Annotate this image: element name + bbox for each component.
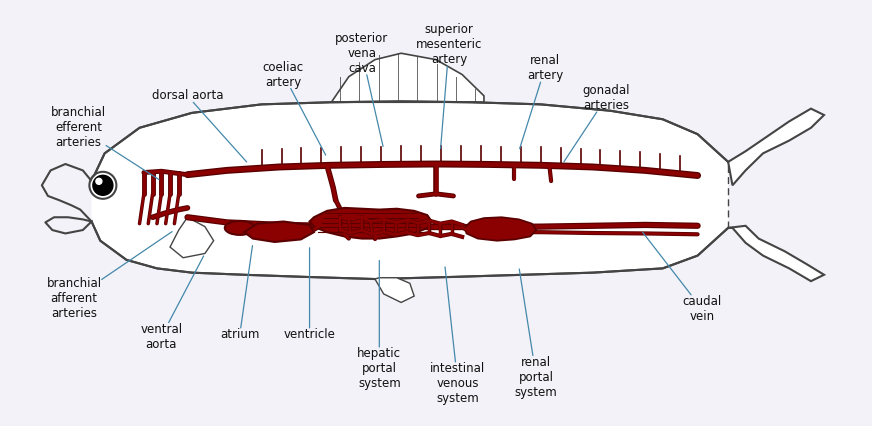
Text: ventral
aorta: ventral aorta: [140, 256, 204, 351]
Ellipse shape: [225, 221, 255, 235]
Text: coeliac
artery: coeliac artery: [262, 60, 326, 155]
Polygon shape: [310, 208, 432, 239]
Polygon shape: [728, 109, 824, 185]
Polygon shape: [170, 217, 214, 258]
Circle shape: [93, 176, 112, 195]
Polygon shape: [465, 217, 536, 241]
Text: hepatic
portal
system: hepatic portal system: [358, 261, 401, 390]
Text: renal
artery: renal artery: [520, 54, 563, 149]
Text: ventricle: ventricle: [283, 248, 336, 341]
Polygon shape: [375, 278, 414, 302]
Text: caudal
vein: caudal vein: [643, 232, 722, 323]
Text: intestinal
venous
system: intestinal venous system: [430, 267, 486, 405]
Circle shape: [96, 178, 102, 184]
Text: dorsal aorta: dorsal aorta: [152, 89, 247, 162]
Text: branchial
afferent
arteries: branchial afferent arteries: [46, 232, 172, 320]
Text: superior
mesenteric
artery: superior mesenteric artery: [416, 23, 482, 149]
Polygon shape: [331, 53, 484, 102]
Circle shape: [92, 174, 114, 197]
Text: gonadal
arteries: gonadal arteries: [564, 84, 630, 162]
Text: branchial
efferent
arteries: branchial efferent arteries: [51, 106, 159, 179]
Text: atrium: atrium: [220, 245, 260, 341]
Polygon shape: [92, 101, 728, 279]
Text: posterior
vena
cava: posterior vena cava: [335, 32, 389, 147]
Text: renal
portal
system: renal portal system: [514, 269, 558, 398]
Polygon shape: [244, 222, 314, 242]
Polygon shape: [728, 226, 824, 281]
